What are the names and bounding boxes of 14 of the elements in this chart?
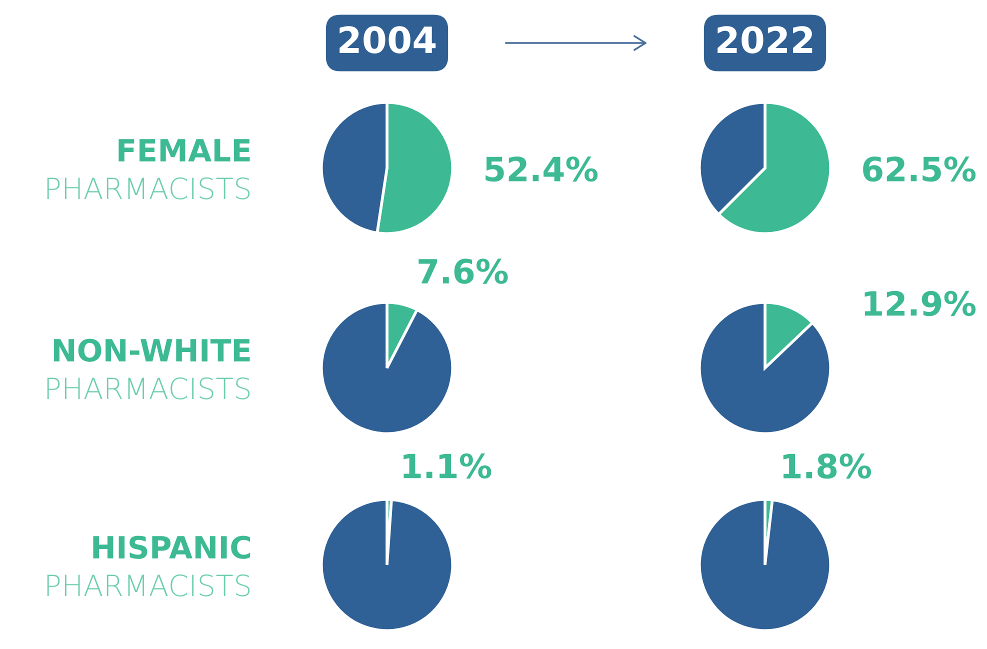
data-label: 62.5% (863, 156, 976, 182)
text: NON-WHITE (54, 338, 250, 362)
data-label: 52.4% (486, 156, 598, 182)
text: FEMALE (118, 139, 250, 162)
chart-title: 2022 (718, 26, 812, 54)
chart-title: 2004 (340, 26, 436, 54)
text: PHARMACISTS (47, 177, 250, 200)
data-label: 7.6% (418, 258, 508, 284)
text: PHARMACISTS (47, 377, 250, 400)
text: HISPANIC (93, 536, 250, 559)
text: PHARMACISTS (47, 574, 250, 596)
data-label: 12.9% (864, 290, 976, 316)
data-label: 1.8% (783, 453, 872, 479)
data-label: 1.1% (404, 453, 492, 479)
